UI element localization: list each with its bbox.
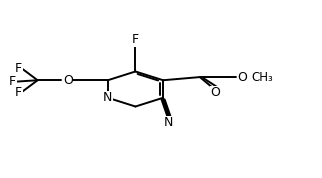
Text: F: F (9, 75, 16, 88)
Text: N: N (164, 116, 174, 129)
Text: F: F (132, 33, 139, 46)
Text: O: O (237, 71, 247, 84)
Text: O: O (210, 86, 220, 99)
Text: F: F (15, 62, 22, 75)
Text: O: O (63, 74, 73, 87)
Text: N: N (103, 91, 112, 104)
Text: CH₃: CH₃ (251, 71, 273, 84)
Text: F: F (15, 86, 22, 99)
